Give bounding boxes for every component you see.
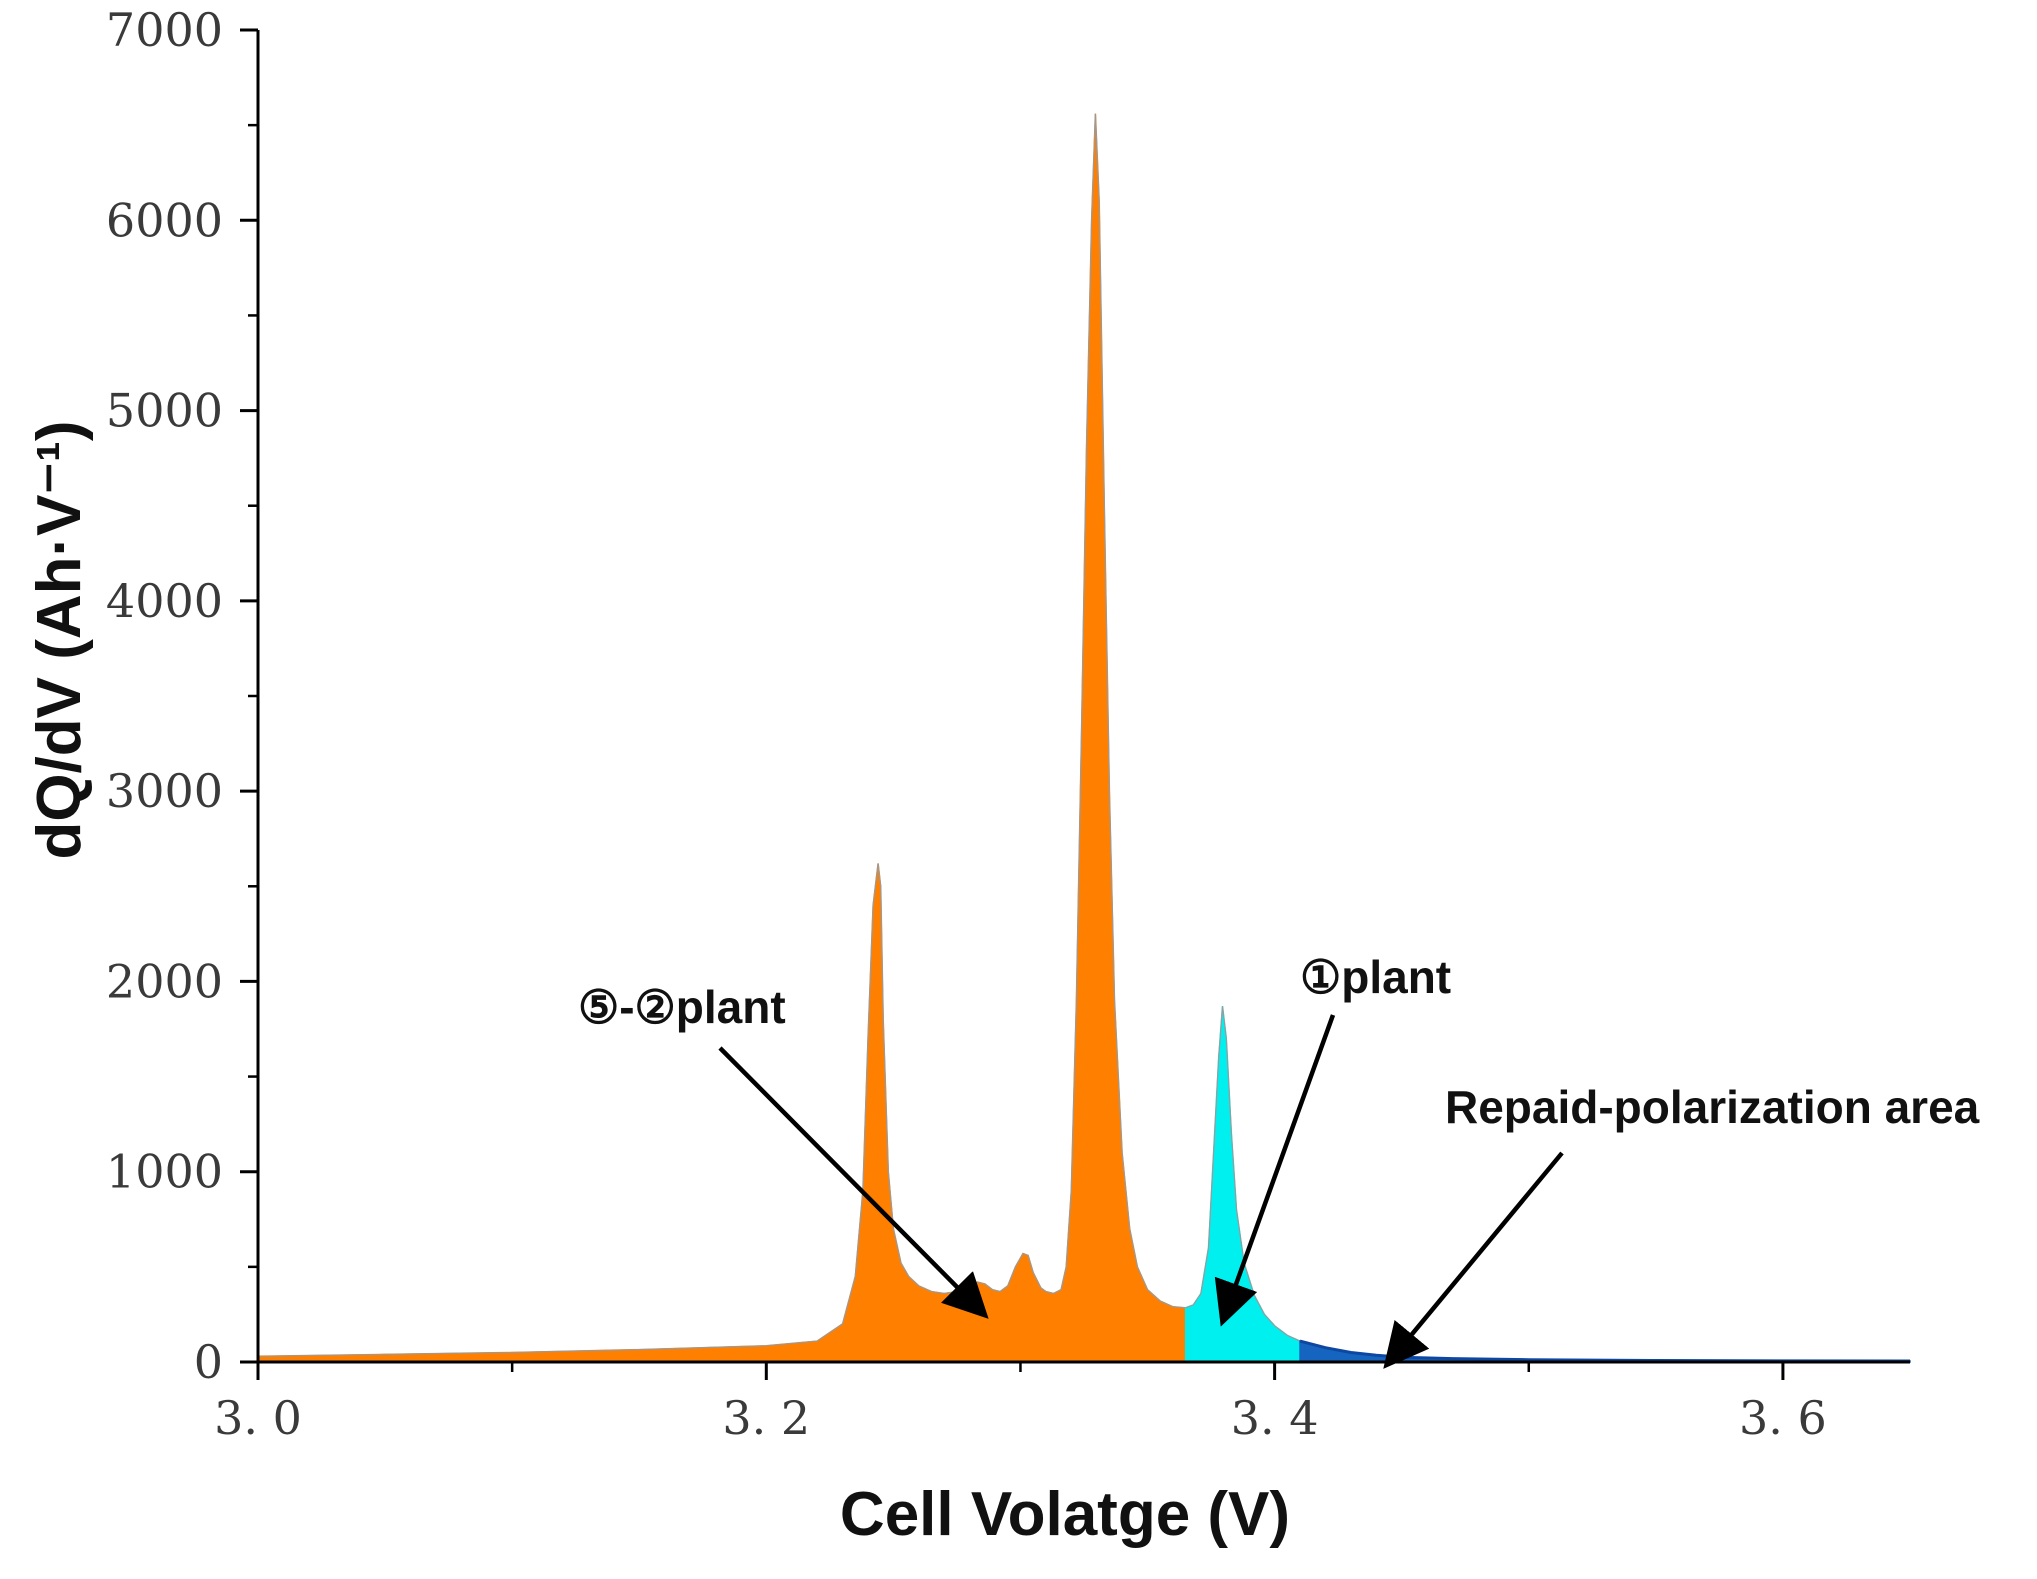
x-tick-label: 3. 6 [1739,1391,1827,1445]
y-tick-label: 2000 [106,954,223,1008]
area-outline-1 [257,113,1186,1357]
annotation-arrow-3 [1383,1151,1564,1369]
y-tick-label: 0 [194,1335,223,1389]
y-tick-label: 5000 [106,384,223,438]
x-tick-label: 3. 0 [214,1391,302,1445]
area-series-1 [257,113,1187,1363]
y-tick-label: 1000 [106,1145,223,1199]
annotation-label-2: ①plant [1300,951,1451,1003]
x-tick-label: 3. 4 [1231,1391,1319,1445]
x-axis-title: Cell Volatge (V) [840,1480,1290,1549]
x-tick-label: 3. 2 [722,1391,810,1445]
annotation-label-3: Repaid-polarization area [1445,1081,1980,1133]
area-series-2 [1184,1006,1301,1363]
axes-group [240,28,1910,1380]
area-outline-2 [1185,1006,1301,1342]
annotation-arrow-1 [718,1046,989,1319]
y-tick-label: 3000 [106,764,223,818]
area-series-group [257,113,1911,1363]
y-tick-label: 7000 [106,3,223,57]
annotations-group: ⑤-②plant ①plant Repaid-polarization area [578,951,1980,1369]
tick-labels-group: 3. 0 3. 2 3. 4 3. 6 0 1000 2000 3000 4000 5000 600… [106,3,1827,1445]
y-tick-label: 6000 [106,193,223,247]
y-tick-label: 4000 [106,574,223,628]
annotation-arrow-2 [1214,1014,1336,1327]
y-axis-title: dQ/dV (Ah·V⁻¹) [25,420,94,859]
annotation-label-1: ⑤-②plant [578,981,786,1033]
